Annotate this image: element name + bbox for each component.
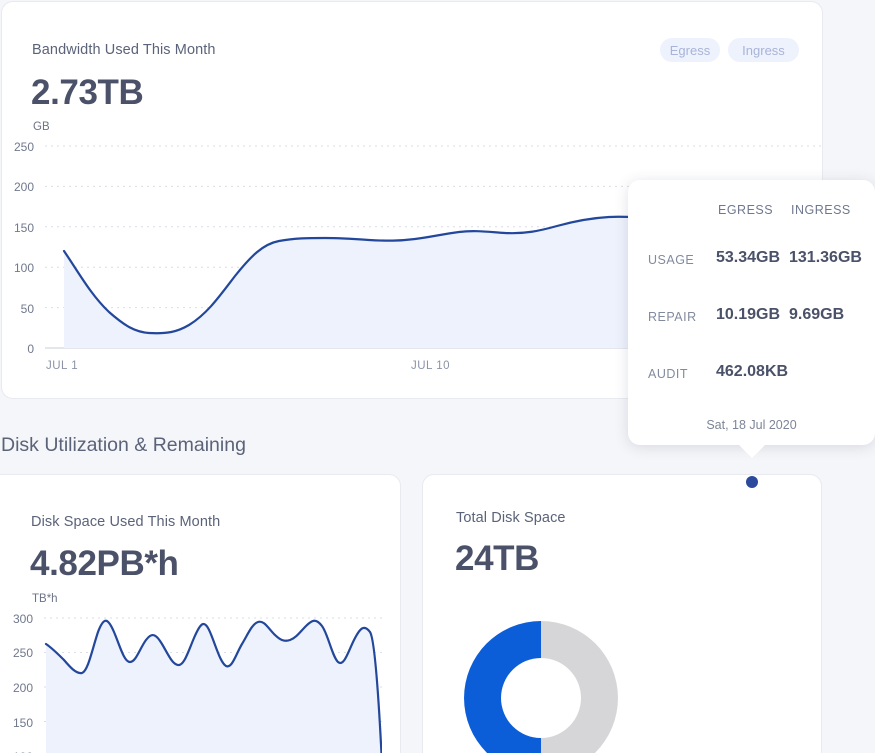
tooltip-repair-ingress: 9.69GB — [789, 306, 845, 323]
tooltip-row-label-usage: USAGE — [648, 253, 695, 267]
donut-hole — [501, 658, 581, 738]
bandwidth-card-label: Bandwidth Used This Month — [32, 42, 216, 58]
total-disk-space-card: Total Disk Space 24TB Used 12.47TB Free … — [422, 474, 822, 753]
tooltip-column-egress: EGRESS — [718, 203, 774, 217]
bandwidth-axis-unit: GB — [33, 121, 50, 133]
disk-space-chart-plot — [44, 617, 382, 753]
tooltip-repair-egress: 10.19GB — [716, 306, 781, 323]
disk-y-tick-300: 300 — [12, 612, 33, 626]
tooltip-row-label-audit: AUDIT — [648, 367, 688, 381]
y-tick-200: 200 — [13, 180, 34, 194]
toggle-egress[interactable]: Egress — [660, 38, 720, 62]
section-heading-disk-utilization: Disk Utilization & Remaining — [1, 434, 246, 456]
disk-y-tick-100: 100 — [0, 750, 33, 753]
disk-space-used-card: Disk Space Used This Month 4.82PB*h TB*h… — [0, 474, 401, 753]
total-disk-label: Total Disk Space — [456, 510, 566, 526]
x-tick-jul-10: JUL 10 — [411, 360, 451, 372]
disk-used-value: 4.82PB*h — [30, 544, 179, 583]
tooltip-row-label-repair: REPAIR — [648, 310, 697, 324]
chart-tooltip: EGRESS INGRESS USAGE 53.34GB 131.36GB RE… — [628, 180, 875, 445]
toggle-ingress[interactable]: Ingress — [728, 38, 799, 62]
total-disk-value: 24TB — [455, 539, 539, 578]
tooltip-audit-egress: 462.08KB — [716, 363, 789, 380]
y-tick-50: 50 — [20, 302, 34, 316]
total-disk-donut-chart — [464, 621, 618, 753]
tooltip-arrow-icon — [738, 444, 766, 458]
chart-highlight-point[interactable] — [746, 476, 758, 488]
bandwidth-card-value: 2.73TB — [31, 73, 144, 112]
y-tick-250: 250 — [13, 140, 34, 154]
tooltip-date: Sat, 18 Jul 2020 — [706, 418, 797, 432]
tooltip-usage-egress: 53.34GB — [716, 249, 781, 266]
disk-y-tick-250: 250 — [12, 646, 33, 660]
disk-y-tick-150: 150 — [12, 716, 33, 730]
y-tick-0: 0 — [27, 342, 34, 356]
disk-used-label: Disk Space Used This Month — [31, 514, 221, 530]
disk-y-tick-200: 200 — [12, 681, 33, 695]
x-tick-jul-1: JUL 1 — [46, 360, 79, 372]
tooltip-usage-ingress: 131.36GB — [789, 249, 862, 266]
y-tick-100: 100 — [13, 261, 34, 275]
tooltip-column-ingress: INGRESS — [791, 203, 851, 217]
disk-used-axis-unit: TB*h — [32, 593, 58, 605]
y-tick-150: 150 — [13, 221, 34, 235]
